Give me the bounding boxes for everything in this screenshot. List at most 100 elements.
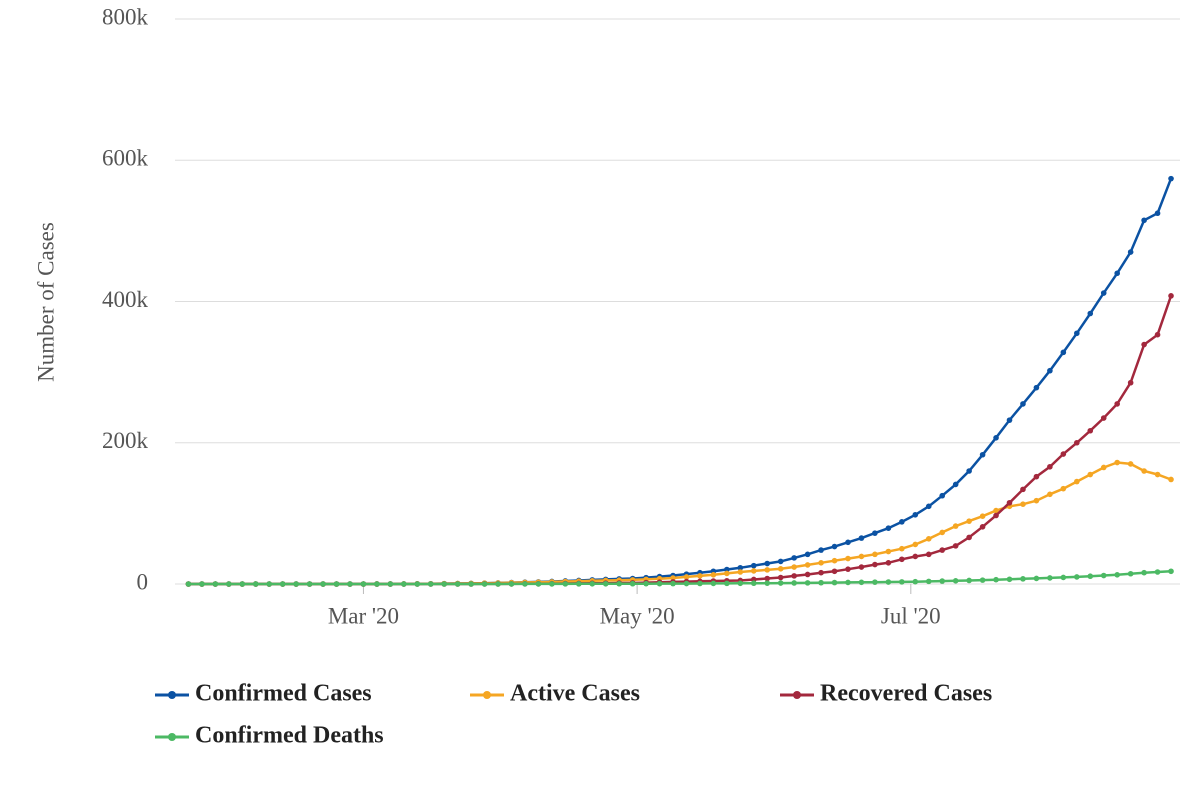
data-point [979, 513, 986, 519]
data-point [495, 581, 501, 587]
x-tick-label: Jul '20 [881, 603, 941, 628]
data-point [212, 581, 219, 587]
data-point [979, 577, 986, 583]
data-point [966, 468, 972, 474]
data-point [764, 575, 771, 582]
data-point [1060, 574, 1067, 581]
data-point [899, 579, 905, 585]
data-point [872, 579, 878, 585]
data-point [737, 569, 744, 575]
x-tick-label: Mar '20 [328, 603, 399, 628]
legend-label: Confirmed Cases [195, 681, 372, 707]
data-point [575, 581, 582, 587]
data-point [1127, 249, 1134, 255]
data-point [535, 581, 542, 587]
data-point [360, 581, 367, 587]
data-point [925, 503, 932, 510]
data-point [320, 581, 326, 587]
data-point [1154, 210, 1161, 217]
data-point [845, 555, 851, 562]
data-point [966, 577, 972, 584]
data-point [818, 569, 824, 576]
data-point [656, 580, 663, 587]
data-point [885, 560, 892, 566]
data-point [818, 579, 824, 586]
legend-marker [793, 691, 801, 699]
data-point [1100, 572, 1107, 579]
data-point [239, 581, 246, 587]
series-line [188, 178, 1173, 586]
data-point [1114, 459, 1120, 466]
data-point [1074, 439, 1080, 446]
data-point [925, 551, 932, 558]
data-point [939, 547, 946, 553]
data-point [1100, 415, 1107, 421]
data-point [724, 580, 730, 587]
data-point [818, 560, 824, 566]
data-point [899, 545, 905, 552]
data-point [925, 536, 932, 542]
data-point [764, 580, 771, 586]
data-point [468, 581, 474, 587]
data-point [831, 543, 838, 550]
data-point [1087, 573, 1094, 580]
data-point [1033, 497, 1040, 504]
data-point [1100, 464, 1107, 471]
data-point [804, 580, 811, 586]
data-point [1006, 499, 1013, 506]
data-point [279, 581, 286, 587]
data-point [683, 574, 690, 580]
data-point [441, 581, 447, 587]
data-point [1033, 384, 1040, 391]
data-point [845, 539, 851, 546]
data-point [831, 568, 838, 575]
data-point [804, 562, 811, 568]
data-point [1060, 485, 1067, 492]
data-point [1141, 217, 1147, 224]
data-point [683, 580, 690, 587]
data-point [791, 555, 797, 561]
data-point [966, 518, 972, 524]
data-point [1127, 570, 1134, 577]
data-point [1100, 290, 1107, 296]
data-point [858, 553, 865, 560]
data-point [1087, 471, 1094, 478]
y-tick-label: 400k [102, 287, 149, 312]
data-point [804, 571, 811, 578]
series-line [188, 295, 1173, 586]
data-point [1047, 491, 1053, 498]
data-point [777, 558, 784, 565]
data-point [1154, 569, 1161, 575]
data-point [885, 525, 892, 532]
data-point [791, 580, 797, 586]
data-point [549, 581, 555, 587]
data-point [872, 530, 878, 536]
data-point [1141, 569, 1147, 576]
data-point [252, 581, 259, 587]
data-point [831, 579, 838, 586]
data-point [697, 573, 703, 579]
y-tick-label: 0 [137, 569, 149, 594]
data-point [858, 579, 865, 586]
data-point [1168, 476, 1174, 483]
data-point [670, 575, 676, 581]
data-point [1074, 478, 1080, 485]
data-point [1127, 461, 1134, 467]
data-point [266, 581, 273, 587]
data-point [845, 579, 851, 586]
data-point [522, 581, 528, 587]
data-point [966, 534, 972, 541]
data-point [724, 566, 730, 573]
data-point [777, 566, 784, 572]
data-point [1020, 501, 1026, 507]
data-point [979, 523, 986, 530]
data-point [602, 580, 609, 587]
data-point [899, 556, 905, 563]
data-point [899, 519, 905, 525]
data-point [1141, 341, 1147, 348]
data-point [993, 435, 999, 441]
data-point [952, 543, 959, 549]
data-point [912, 541, 919, 548]
x-tick-label: May '20 [600, 603, 675, 628]
